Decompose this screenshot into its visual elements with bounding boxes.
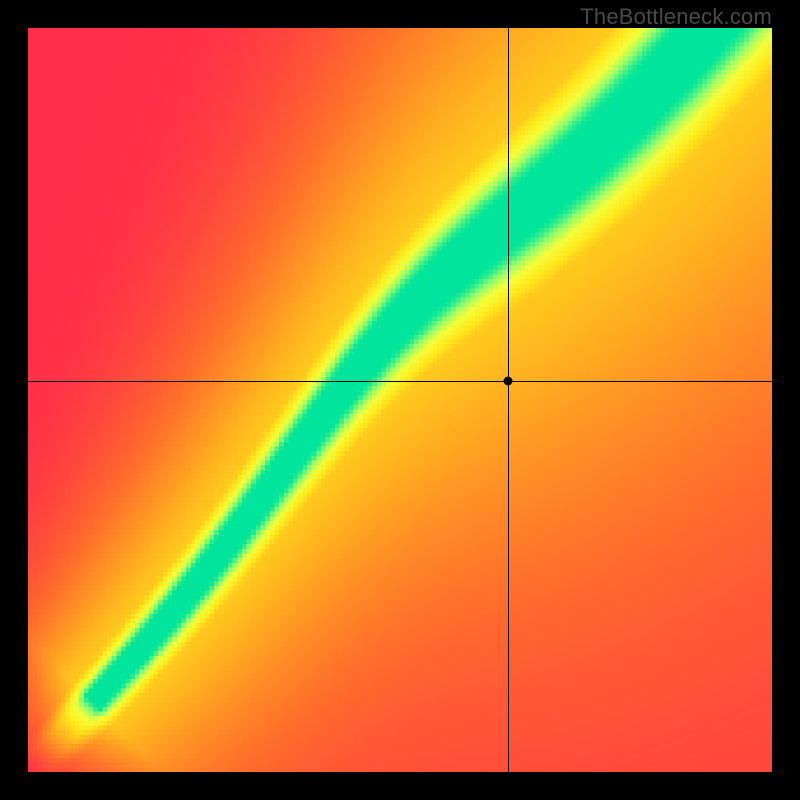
watermark-text: TheBottleneck.com — [580, 4, 772, 30]
crosshair-horizontal — [28, 381, 772, 382]
crosshair-marker — [503, 377, 512, 386]
frame: TheBottleneck.com — [0, 0, 800, 800]
crosshair-vertical — [508, 28, 509, 772]
heatmap-canvas — [28, 28, 772, 772]
heatmap-plot — [28, 28, 772, 772]
